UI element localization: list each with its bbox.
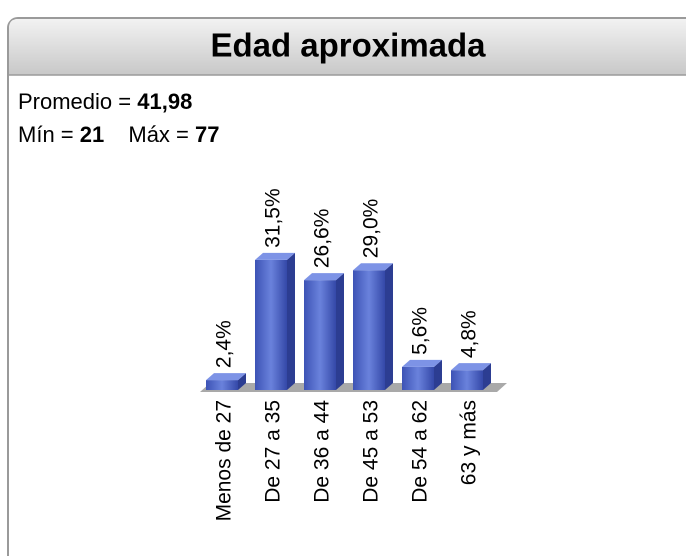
bar-side <box>385 263 393 390</box>
chart-title: Edad aproximada <box>210 27 486 64</box>
stat-line: Promedio = 41,98 <box>18 89 192 114</box>
stat-value: 77 <box>195 122 219 147</box>
bar <box>206 380 238 390</box>
bar <box>402 366 434 390</box>
bar <box>353 270 385 390</box>
panel <box>7 17 686 556</box>
data-label: 2,4% <box>213 320 236 368</box>
bar-top <box>451 363 491 371</box>
bar-side <box>336 273 344 390</box>
stat-value: 21 <box>80 122 104 147</box>
bar-top <box>402 359 442 367</box>
bar <box>451 370 483 390</box>
stat-line: Mín = 21 Máx = 77 <box>18 122 220 147</box>
bar-top <box>304 273 344 281</box>
stat-label: Promedio = <box>18 89 131 114</box>
bar-side <box>238 373 246 390</box>
data-label: 5,6% <box>409 307 432 355</box>
stat-value: 41,98 <box>137 89 192 114</box>
x-tick-label: 63 y más <box>458 400 481 485</box>
panel-header <box>9 19 686 75</box>
bar <box>255 259 287 390</box>
stat-label: Mín = <box>18 122 74 147</box>
bar <box>304 280 336 390</box>
x-tick-label: De 36 a 44 <box>311 400 334 503</box>
bar-side <box>483 363 491 390</box>
bar-top <box>206 373 246 381</box>
bar-side <box>434 359 442 390</box>
data-label: 31,5% <box>262 188 285 248</box>
bar-top <box>353 263 393 271</box>
x-tick-label: De 45 a 53 <box>360 400 383 503</box>
data-label: 26,6% <box>311 209 334 269</box>
x-tick-label: De 54 a 62 <box>409 400 432 503</box>
stat-label: Máx = <box>128 122 189 147</box>
data-label: 4,8% <box>458 310 481 358</box>
bar-side <box>287 252 295 390</box>
x-tick-label: Menos de 27 <box>213 400 236 521</box>
data-label: 29,0% <box>360 199 383 259</box>
x-tick-label: De 27 a 35 <box>262 400 285 503</box>
bar-top <box>255 252 295 260</box>
